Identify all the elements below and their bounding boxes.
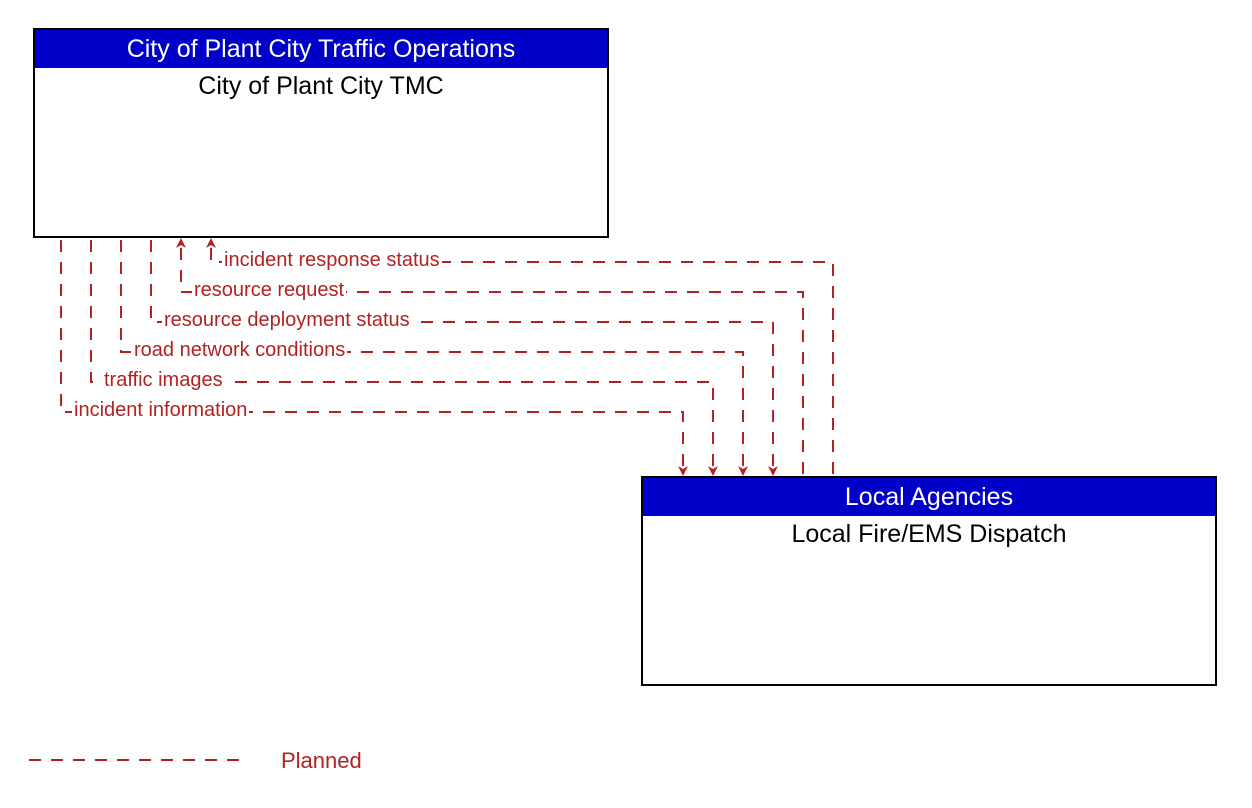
entity-box-city-tmc: City of Plant City Traffic Operations Ci… — [33, 28, 609, 238]
flow-label-3: road network conditions — [132, 339, 347, 362]
entity-box-local-fire-ems: Local Agencies Local Fire/EMS Dispatch — [641, 476, 1217, 686]
entity-header-local-fire-ems: Local Agencies — [643, 478, 1215, 516]
entity-title-city-tmc: City of Plant City TMC — [35, 68, 607, 105]
flow-label-2: resource deployment status — [162, 309, 412, 332]
flow-label-0: incident response status — [222, 249, 442, 272]
legend-planned-label: Planned — [281, 748, 362, 774]
flow-label-4: traffic images — [102, 369, 225, 392]
entity-header-city-tmc: City of Plant City Traffic Operations — [35, 30, 607, 68]
flow-label-5: incident information — [72, 399, 249, 422]
flow-label-1: resource request — [192, 279, 346, 302]
entity-title-local-fire-ems: Local Fire/EMS Dispatch — [643, 516, 1215, 553]
